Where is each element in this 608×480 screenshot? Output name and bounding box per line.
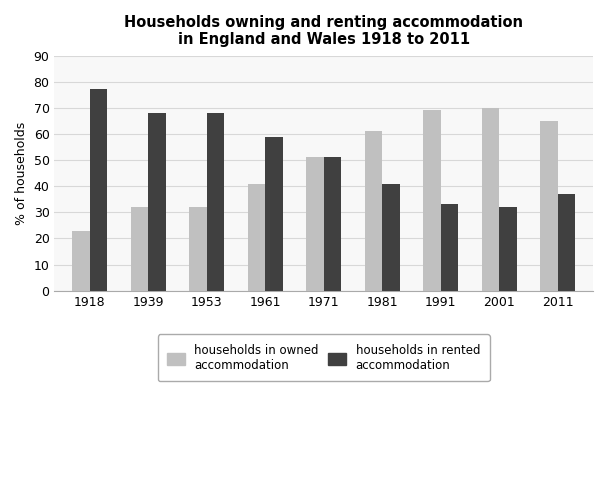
Legend: households in owned
accommodation, households in rented
accommodation: households in owned accommodation, house… xyxy=(158,334,489,381)
Bar xyxy=(72,230,89,291)
Bar xyxy=(541,121,558,291)
Bar xyxy=(482,108,499,291)
Bar xyxy=(441,204,458,291)
Bar xyxy=(365,132,382,291)
Title: Households owning and renting accommodation
in England and Wales 1918 to 2011: Households owning and renting accommodat… xyxy=(124,15,523,48)
Bar xyxy=(499,207,517,291)
Bar xyxy=(89,89,107,291)
Bar xyxy=(323,157,341,291)
Bar xyxy=(306,157,323,291)
Bar xyxy=(148,113,165,291)
Bar xyxy=(247,183,265,291)
Bar xyxy=(189,207,207,291)
Y-axis label: % of households: % of households xyxy=(15,121,28,225)
Bar xyxy=(207,113,224,291)
Bar xyxy=(382,183,400,291)
Bar xyxy=(265,136,283,291)
Bar xyxy=(423,110,441,291)
Bar xyxy=(131,207,148,291)
Bar xyxy=(558,194,575,291)
